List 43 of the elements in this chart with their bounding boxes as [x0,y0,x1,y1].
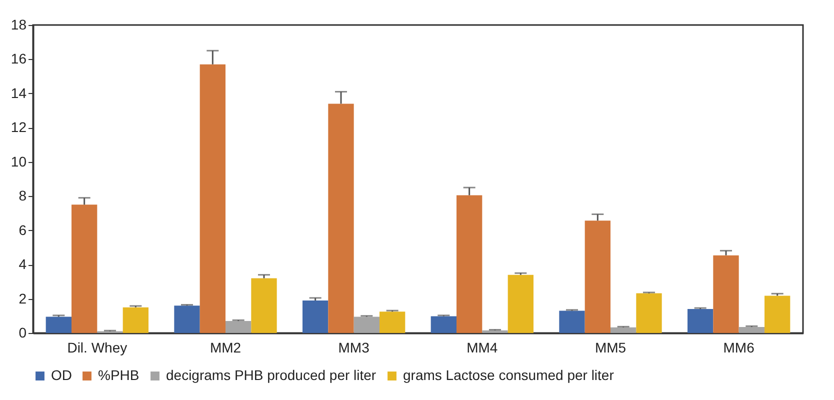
bar [72,204,98,333]
legend-label: OD [51,367,72,383]
legend-label: %PHB [98,367,140,383]
bar [738,327,764,333]
x-tick-label: MM4 [466,340,498,356]
bar [302,300,328,333]
bar [354,316,380,333]
bar [688,309,714,333]
bar [456,195,482,333]
bar [380,312,406,333]
bar [584,220,610,333]
bar [636,293,662,333]
bar [482,330,508,333]
y-tick-label: 0 [18,324,27,340]
y-tick-label: 6 [18,222,27,238]
x-tick-label: MM2 [210,340,242,356]
y-tick-label: 4 [18,256,27,272]
bar [226,321,252,333]
bar [122,307,148,333]
y-tick-label: 14 [10,84,27,101]
bar [46,316,72,333]
bar [200,64,226,333]
bar [328,104,354,333]
bar [764,296,790,333]
legend-label: decigrams PHB produced per liter [166,367,376,383]
y-tick-label: 10 [10,153,27,170]
x-tick-label: MM6 [723,340,755,356]
y-tick-label: 8 [18,188,27,204]
y-tick-label: 2 [18,290,27,306]
bar [610,327,636,333]
x-tick-label: MM5 [594,340,626,356]
y-tick-label: 16 [10,50,27,67]
bar [174,306,200,333]
x-tick-label: Dil. Whey [67,340,128,356]
bar [713,255,739,333]
legend-label: grams Lactose consumed per liter [403,367,614,383]
bar [430,316,456,333]
y-tick-label: 12 [10,119,27,136]
y-tick-label: 18 [10,16,27,32]
bar [251,278,277,333]
bar [559,310,585,333]
bar [508,274,534,333]
x-tick-label: MM3 [338,340,370,356]
